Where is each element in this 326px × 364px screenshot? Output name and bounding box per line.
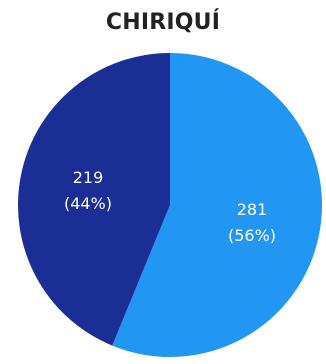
- slice-percent-label: (56%): [228, 226, 276, 245]
- pie-slice-219: [18, 53, 171, 346]
- slice-value-label: 219: [73, 168, 104, 187]
- slice-percent-label: (44%): [64, 194, 112, 213]
- slice-value-label: 281: [237, 200, 268, 219]
- chart-title: CHIRIQUÍ: [105, 10, 221, 35]
- pie-slice-281: [112, 53, 323, 357]
